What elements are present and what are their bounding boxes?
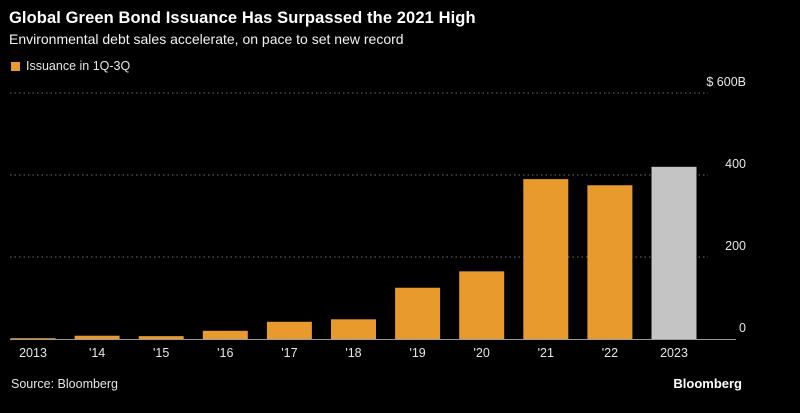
legend: Issuance in 1Q-3Q [11,59,130,73]
y-axis-ticks: 0 200 400 $ 600B [706,75,746,335]
brand-logo-text: Bloomberg [673,376,742,391]
x-tick-label: '18 [345,346,361,360]
x-tick-label: '17 [281,346,297,360]
bar-14 [74,335,120,339]
y-tick-label: 400 [725,157,746,171]
bars [10,166,697,339]
bar-2013 [10,338,56,339]
x-tick-label: '14 [89,346,105,360]
source-note: Source: Bloomberg [11,377,119,391]
y-tick-label: $ 600B [706,75,746,89]
x-axis-ticks: 2013 '14 '15 '16 '17 '18 '19 '20 '21 '22 2023 [19,346,688,360]
bar-15 [138,336,184,339]
x-tick-label: '20 [474,346,490,360]
x-tick-label: '16 [217,346,233,360]
x-tick-label: '19 [409,346,425,360]
x-tick-label: 2013 [19,346,47,360]
bar-20 [459,271,505,339]
y-tick-label: 0 [739,321,746,335]
bar-16 [202,330,248,339]
x-tick-label: 2023 [660,346,688,360]
x-tick-label: '22 [602,346,618,360]
chart-subtitle: Environmental debt sales accelerate, on … [9,31,404,47]
legend-label: Issuance in 1Q-3Q [26,59,131,73]
bar-21 [523,179,569,339]
bar-22 [587,185,633,339]
bar-17 [266,321,312,339]
y-tick-label: 200 [725,239,746,253]
x-tick-label: '15 [153,346,169,360]
bar-18 [331,319,376,339]
bar-19 [395,287,441,339]
chart-title: Global Green Bond Issuance Has Surpassed… [9,9,476,27]
legend-swatch [11,61,20,71]
x-tick-label: '21 [538,346,554,360]
bar-2023 [651,166,697,339]
